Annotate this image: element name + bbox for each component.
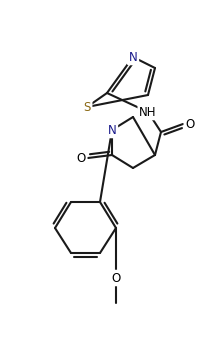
Text: O: O: [185, 118, 195, 130]
Text: N: N: [108, 124, 116, 136]
Text: S: S: [83, 101, 91, 113]
Text: O: O: [111, 271, 121, 285]
Text: O: O: [76, 152, 86, 164]
Text: NH: NH: [139, 105, 157, 118]
Text: N: N: [129, 51, 137, 64]
